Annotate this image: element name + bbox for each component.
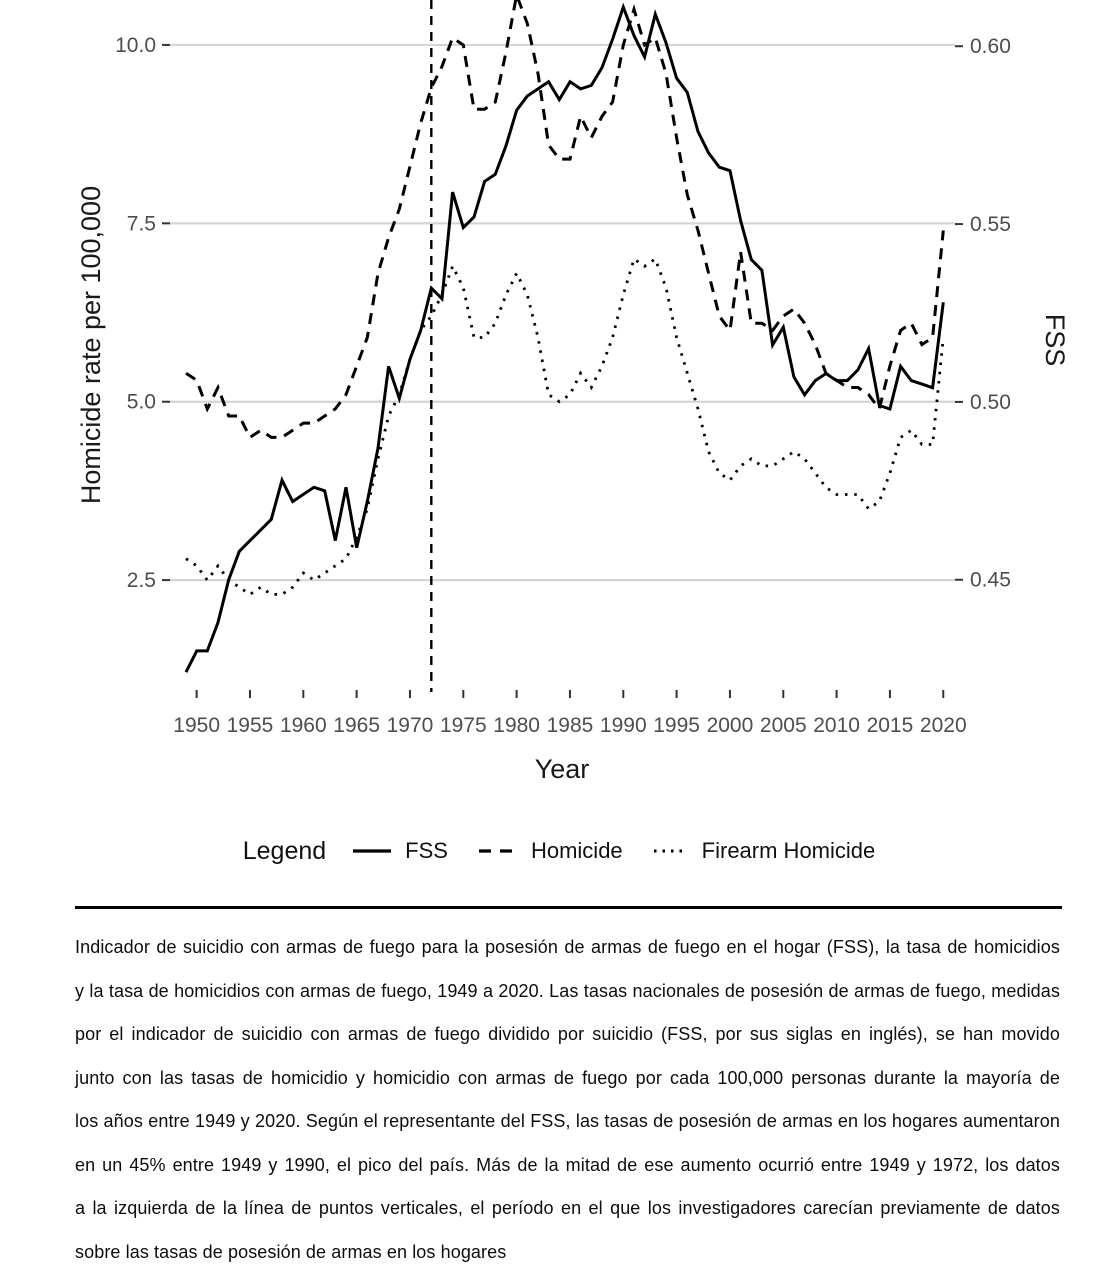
legend: Legend FSS Homicide Firearm Homicide <box>0 834 1118 868</box>
x-tick-label: 2020 <box>920 714 967 737</box>
legend-item-fss: FSS <box>352 838 448 864</box>
legend-item-firearm-homicide: Firearm Homicide <box>653 838 876 864</box>
legend-item-homicide: Homicide <box>478 838 623 864</box>
caption-line: a la izquierda de la línea de puntos ver… <box>75 1187 1060 1231</box>
legend-label-homicide: Homicide <box>531 838 623 864</box>
x-tick-label: 1950 <box>173 714 220 737</box>
x-tick-label: 2015 <box>867 714 914 737</box>
right-tick-label: 0.60 <box>970 35 1011 58</box>
right-tick-label: 0.45 <box>970 569 1011 592</box>
caption-line: y la tasa de homicidios con armas de fue… <box>75 970 1060 1014</box>
x-tick-label: 1955 <box>227 714 274 737</box>
fss-line <box>186 7 943 672</box>
gridlines <box>170 45 955 580</box>
left-axis-title: Homicide rate per 100,000 <box>76 186 106 504</box>
x-tick-label: 1980 <box>493 714 540 737</box>
series-lines <box>186 0 943 672</box>
caption-divider <box>75 906 1062 909</box>
solid-line-icon <box>352 848 392 854</box>
left-tick-label: 7.5 <box>127 212 156 235</box>
x-tick-label: 2000 <box>707 714 754 737</box>
x-tick-label: 1990 <box>600 714 647 737</box>
firearm-homicide-line <box>186 259 943 594</box>
figure-caption: Indicador de suicidio con armas de fuego… <box>75 926 1060 1274</box>
dotted-line-icon <box>653 848 689 854</box>
legend-title: Legend <box>243 837 326 866</box>
dashed-line-icon <box>478 848 518 854</box>
right-axis-title: FSS <box>1040 314 1070 367</box>
caption-line: Indicador de suicidio con armas de fuego… <box>75 926 1060 970</box>
axis-ticks <box>162 45 963 698</box>
x-tick-label: 2010 <box>813 714 860 737</box>
left-tick-label: 2.5 <box>127 569 156 592</box>
left-tick-label: 5.0 <box>127 391 156 414</box>
caption-line: los años entre 1949 y 2020. Según el rep… <box>75 1100 1060 1144</box>
x-tick-label: 1965 <box>333 714 380 737</box>
legend-label-fss: FSS <box>405 838 448 864</box>
legend-label-firearm-homicide: Firearm Homicide <box>702 838 876 864</box>
x-tick-label: 1970 <box>387 714 434 737</box>
right-tick-label: 0.55 <box>970 213 1011 236</box>
x-tick-label: 1960 <box>280 714 327 737</box>
x-tick-label: 1975 <box>440 714 487 737</box>
caption-line: por el indicador de suicidio con armas d… <box>75 1013 1060 1057</box>
line-chart: 10.0 7.5 5.0 2.5 0.60 0.55 0.50 0.45 1950 1955 196… <box>0 0 1118 800</box>
x-tick-label: 1995 <box>653 714 700 737</box>
x-tick-label: 2005 <box>760 714 807 737</box>
right-tick-label: 0.50 <box>970 391 1011 414</box>
left-tick-label: 10.0 <box>115 34 156 57</box>
caption-line: sobre las tasas de posesión de armas en … <box>75 1231 1060 1274</box>
caption-line: en un 45% entre 1949 y 1990, el pico del… <box>75 1144 1060 1188</box>
x-tick-label: 1985 <box>547 714 594 737</box>
x-axis-title: Year <box>535 754 590 784</box>
caption-line: junto con las tasas de homicidio y homic… <box>75 1057 1060 1101</box>
homicide-line <box>186 0 943 437</box>
